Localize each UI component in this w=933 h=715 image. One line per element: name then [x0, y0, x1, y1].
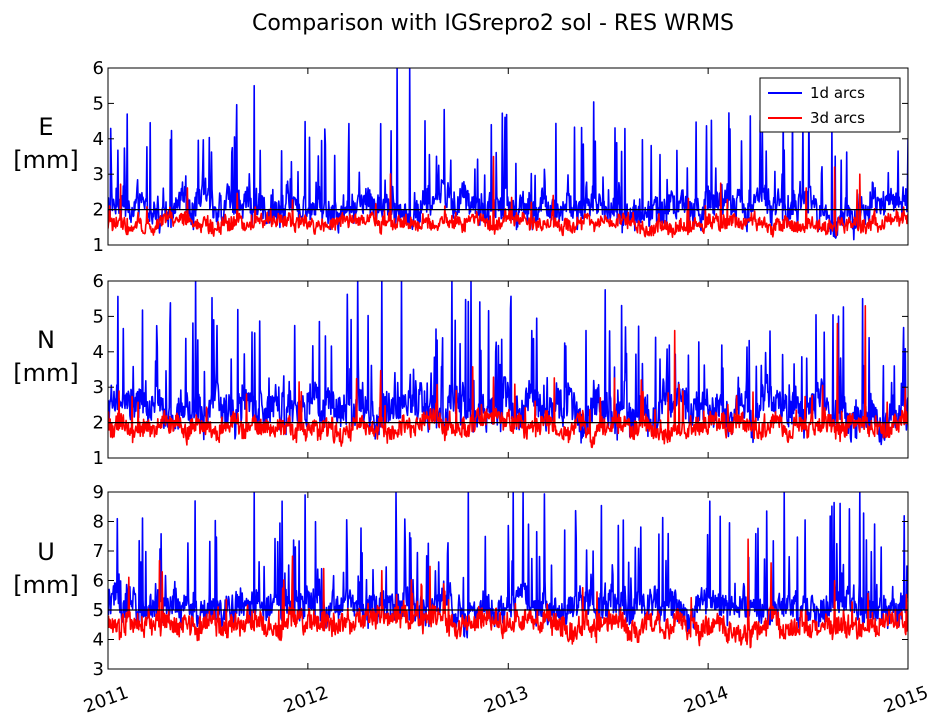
y-tick-label: 1 — [93, 235, 104, 256]
y-tick-label: 5 — [93, 93, 104, 114]
y-label-e-line2: [mm] — [13, 146, 78, 174]
y-label-n-line1: N — [37, 326, 55, 354]
y-tick-label: 4 — [93, 129, 104, 150]
x-tick-label: 2013 — [481, 682, 531, 715]
y-tick-label: 1 — [93, 448, 104, 469]
y-tick-label: 3 — [93, 164, 104, 185]
y-tick-label: 3 — [93, 659, 104, 680]
y-tick-label: 4 — [93, 630, 104, 651]
legend-label-3d-arcs: 3d arcs — [810, 109, 865, 127]
y-tick-label: 6 — [93, 571, 104, 592]
series-line-3d-arcs-u — [108, 538, 908, 649]
plot-area-u — [108, 492, 908, 649]
x-tick-label: 2011 — [81, 682, 131, 715]
y-ticks-n: 1 2 3 4 5 6 — [93, 271, 909, 469]
y-ticks-u: 3 4 5 6 7 8 9 — [93, 482, 909, 680]
panel-u: U [mm] 3 4 5 6 7 8 9 — [13, 482, 909, 680]
series-line-3d-arcs-e — [108, 155, 908, 238]
y-tick-label: 6 — [93, 271, 104, 292]
y-tick-label: 2 — [93, 200, 104, 221]
y-label-u-line2: [mm] — [13, 571, 78, 599]
series-line-1d-arcs-u — [108, 492, 908, 639]
x-tick-label: 2012 — [281, 682, 331, 715]
y-tick-label: 5 — [93, 306, 104, 327]
legend-label-1d-arcs: 1d arcs — [810, 84, 865, 102]
y-ticks-e: 1 2 3 4 5 6 — [93, 58, 909, 256]
y-label-n-line2: [mm] — [13, 359, 78, 387]
y-tick-label: 4 — [93, 342, 104, 363]
x-tick-label: 2014 — [681, 682, 731, 715]
y-tick-label: 9 — [93, 482, 104, 503]
series-line-1d-arcs-e — [108, 68, 908, 241]
y-tick-label: 8 — [93, 512, 104, 533]
y-tick-label: 5 — [93, 600, 104, 621]
plot-area-e — [108, 68, 908, 241]
x-tick-label: 2015 — [881, 682, 931, 715]
panel-n: N [mm] 1 2 3 4 5 6 — [13, 271, 909, 469]
y-tick-label: 3 — [93, 377, 104, 398]
series-line-1d-arcs-n — [108, 281, 908, 446]
x-tick-labels: 2011 2012 2013 2014 2015 — [81, 682, 931, 715]
plot-area-n — [108, 281, 908, 449]
y-tick-label: 7 — [93, 541, 104, 562]
legend: 1d arcs 3d arcs — [759, 77, 901, 133]
legend-box — [759, 77, 901, 133]
axes-frame-n — [107, 280, 909, 459]
y-tick-label: 2 — [93, 413, 104, 434]
y-tick-label: 6 — [93, 58, 104, 79]
y-label-u-line1: U — [37, 538, 55, 566]
y-label-e-line1: E — [38, 113, 53, 141]
figure-title: Comparison with IGSrepro2 sol - RES WRMS — [252, 11, 734, 36]
panel-e: E [mm] 1 2 3 4 5 6 1d arcs 3d arcs — [13, 58, 909, 256]
